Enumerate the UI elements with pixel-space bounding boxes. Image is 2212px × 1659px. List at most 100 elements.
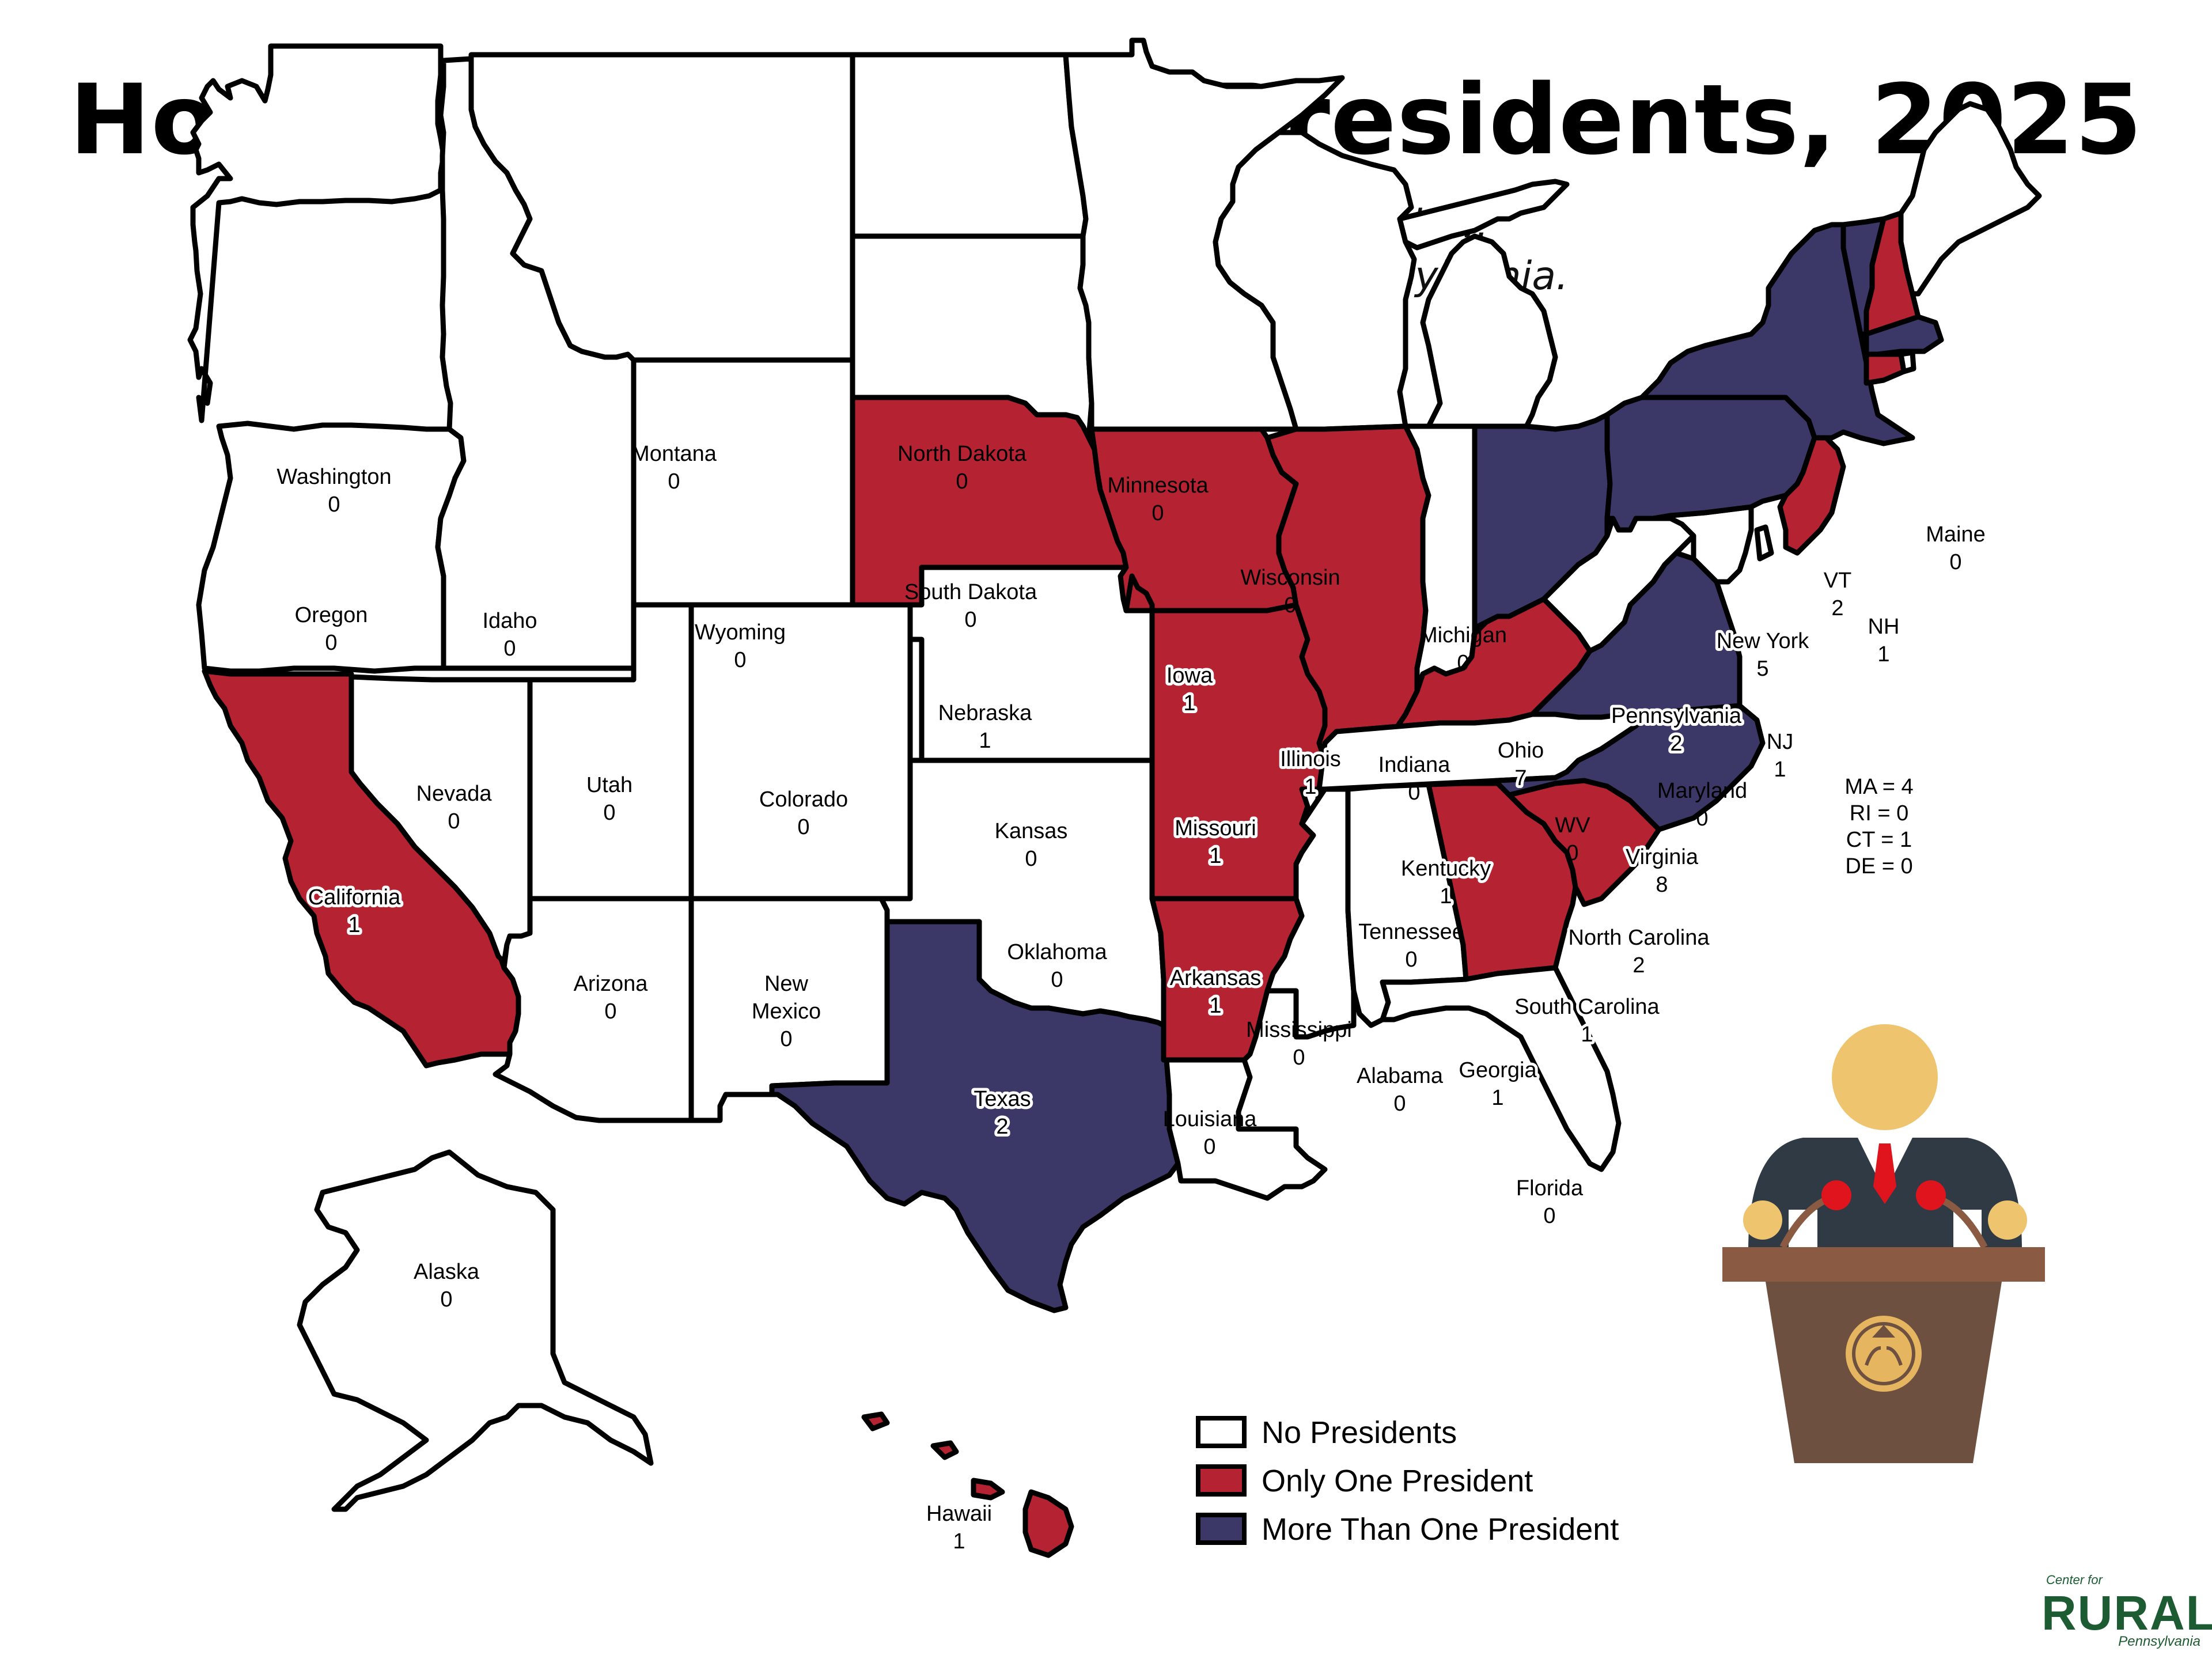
state-value-wyoming: 0 bbox=[734, 648, 746, 672]
note-ct: CT = 1 bbox=[1846, 828, 1912, 852]
legend-swatch-multi bbox=[1196, 1513, 1247, 1545]
state-name-vt: VT bbox=[1824, 569, 1852, 593]
state-value-minnesota: 0 bbox=[1152, 501, 1164, 525]
state-louisiana bbox=[1161, 1057, 1328, 1201]
state-name-wv: WV bbox=[1555, 813, 1590, 838]
state-name-south-dakota: South Dakota bbox=[904, 580, 1037, 604]
state-ct bbox=[1863, 351, 1907, 386]
state-name-hawaii: Hawaii bbox=[926, 1502, 992, 1526]
state-value-new-mexico: 0 bbox=[780, 1027, 792, 1051]
legend-swatch-none bbox=[1196, 1416, 1247, 1448]
state-name-nh: NH bbox=[1868, 615, 1900, 639]
state-name-arizona: Arizona bbox=[574, 972, 649, 996]
state-value-oklahoma: 0 bbox=[1051, 968, 1063, 992]
state-value-florida: 0 bbox=[1543, 1204, 1555, 1228]
logo-suffix: Pennsylvania bbox=[2118, 1634, 2200, 1649]
state-name-north-dakota: North Dakota bbox=[897, 442, 1027, 466]
state-name-illinois: Illinois bbox=[1280, 747, 1341, 771]
state-value-south-dakota: 0 bbox=[964, 608, 976, 632]
state-name-kansas: Kansas bbox=[995, 819, 1068, 843]
state-wyoming bbox=[631, 357, 855, 608]
state-value-oregon: 0 bbox=[325, 631, 337, 655]
state-shapes bbox=[187, 37, 2042, 1558]
state-value-california: 1 bbox=[348, 913, 360, 937]
state-value-nevada: 0 bbox=[448, 809, 460, 834]
state-name-arkansas: Arkansas bbox=[1170, 966, 1261, 990]
state-name-georgia: Georgia bbox=[1459, 1058, 1537, 1082]
state-name-louisiana: Louisiana bbox=[1163, 1107, 1257, 1131]
state-value-north-carolina: 2 bbox=[1633, 953, 1645, 978]
state-value-wisconsin: 0 bbox=[1284, 593, 1296, 618]
state-value-mississippi: 0 bbox=[1293, 1046, 1305, 1070]
state-value-new-york: 5 bbox=[1756, 657, 1768, 681]
state-value-colorado: 0 bbox=[797, 815, 809, 839]
state-value-ohio: 7 bbox=[1514, 766, 1527, 790]
state-nj bbox=[1777, 435, 1846, 556]
state-name-nebraska: Nebraska bbox=[938, 701, 1032, 725]
state-name-wyoming: Wyoming bbox=[695, 620, 786, 645]
state-value-michigan: 0 bbox=[1457, 651, 1469, 675]
state-name-indiana: Indiana bbox=[1378, 753, 1451, 777]
small-states-note: MA = 4 RI = 0 CT = 1 DE = 0 bbox=[1844, 775, 1913, 878]
state-name-idaho: Idaho bbox=[482, 609, 537, 633]
state-value-south-carolina: 1 bbox=[1581, 1022, 1593, 1047]
state-value-idaho: 0 bbox=[503, 637, 516, 661]
legend-label-multi: More Than One President bbox=[1262, 1512, 1619, 1547]
state-name-missouri: Missouri bbox=[1175, 816, 1256, 840]
state-value-pennsylvania: 2 bbox=[1670, 732, 1682, 756]
logo-main: RURAL bbox=[2041, 1586, 2212, 1640]
state-value-indiana: 0 bbox=[1408, 781, 1420, 805]
note-de: DE = 0 bbox=[1845, 854, 1912, 878]
state-name-michigan: Michigan bbox=[1419, 623, 1507, 647]
state-value-maine: 0 bbox=[1949, 550, 1961, 574]
state-hawaii bbox=[861, 1411, 1074, 1558]
state-value-nebraska: 1 bbox=[979, 729, 991, 753]
state-value-georgia: 1 bbox=[1491, 1086, 1503, 1110]
state-name-nj: NJ bbox=[1767, 730, 1793, 754]
state-name-alabama: Alabama bbox=[1357, 1064, 1444, 1088]
state-value-tennessee: 0 bbox=[1405, 948, 1417, 972]
state-north-dakota bbox=[850, 52, 1089, 239]
state-value-kansas: 0 bbox=[1025, 847, 1037, 871]
state-value-montana: 0 bbox=[668, 469, 680, 494]
state-value-washington: 0 bbox=[328, 493, 340, 517]
state-value-louisiana: 0 bbox=[1203, 1135, 1215, 1159]
state-name-nevada: Nevada bbox=[416, 782, 493, 806]
state-washington bbox=[187, 43, 446, 423]
state-value-missouri: 1 bbox=[1209, 844, 1221, 868]
state-labels: Washington 0 Oregon 0 California 1 Nevada 0 Idah… bbox=[276, 442, 1985, 1556]
state-value-arkansas: 1 bbox=[1209, 994, 1221, 1018]
state-texas bbox=[769, 919, 1181, 1313]
state-value-north-dakota: 0 bbox=[956, 469, 968, 494]
state-name-alaska: Alaska bbox=[414, 1260, 480, 1284]
state-name-colorado: Colorado bbox=[759, 787, 848, 812]
state-value-alaska: 0 bbox=[440, 1287, 452, 1312]
state-value-hawaii: 1 bbox=[953, 1529, 965, 1554]
state-name-kentucky: Kentucky bbox=[1401, 857, 1491, 881]
state-name-iowa: Iowa bbox=[1166, 664, 1213, 688]
state-alaska bbox=[297, 1149, 654, 1512]
state-name-utah: Utah bbox=[586, 773, 632, 797]
legend-label-one: Only One President bbox=[1262, 1464, 1533, 1498]
state-name-texas: Texas bbox=[974, 1087, 1031, 1111]
state-name-new-mexico: New bbox=[764, 972, 809, 996]
state-name-florida: Florida bbox=[1516, 1176, 1584, 1200]
state-value-arizona: 0 bbox=[604, 999, 616, 1024]
legend-swatch-one bbox=[1196, 1464, 1247, 1497]
state-value-vt: 2 bbox=[1831, 596, 1843, 620]
state-name-south-carolina: South Carolina bbox=[1514, 995, 1660, 1019]
president-podium-icon bbox=[1722, 1024, 2045, 1463]
state-name-oregon: Oregon bbox=[295, 603, 368, 627]
state-north-carolina bbox=[1460, 703, 1766, 832]
state-name-tennessee: Tennessee bbox=[1358, 920, 1464, 944]
center-for-rural-pennsylvania-logo: Center for RURAL Pennsylvania bbox=[2041, 1573, 2212, 1653]
state-value-nh: 1 bbox=[1877, 642, 1889, 666]
state-oregon bbox=[196, 421, 467, 674]
logo-prefix: Center for bbox=[2046, 1573, 2103, 1587]
legend-label-none: No Presidents bbox=[1262, 1415, 1457, 1450]
state-maine bbox=[1898, 101, 2042, 297]
state-value-wv: 0 bbox=[1566, 841, 1578, 865]
state-wisconsin bbox=[1213, 130, 1417, 432]
state-value-virginia: 8 bbox=[1656, 873, 1668, 897]
